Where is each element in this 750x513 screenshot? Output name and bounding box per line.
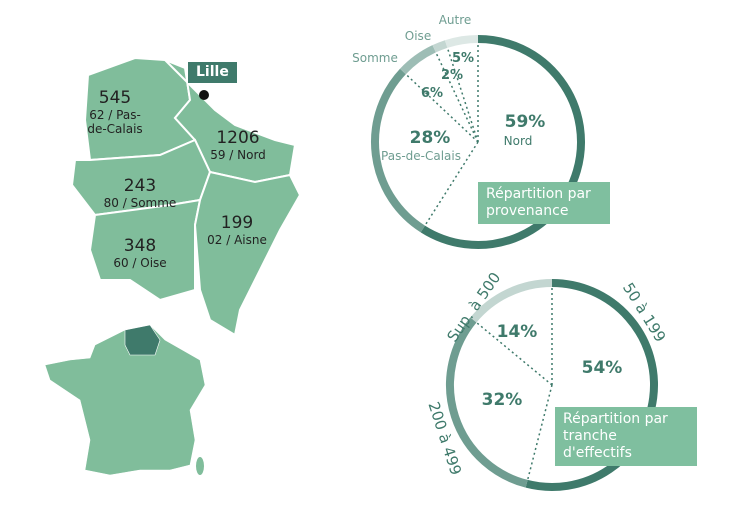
pie-arc bbox=[444, 35, 479, 48]
value-label: 6% bbox=[421, 86, 443, 101]
region-value: 243 bbox=[123, 176, 157, 196]
pie-arc bbox=[446, 317, 528, 488]
highlight-region bbox=[124, 324, 161, 356]
pie-title: Répartition par provenance bbox=[478, 182, 610, 224]
separator bbox=[435, 52, 479, 143]
region-value: 199 bbox=[220, 213, 254, 233]
region-code: 59 / Nord bbox=[210, 148, 266, 162]
region-code: 80 / Somme bbox=[103, 196, 177, 210]
pie-arc bbox=[420, 35, 585, 249]
pie-title: Répartition par tranche d'effectifs bbox=[555, 407, 697, 466]
value-label: 5% bbox=[452, 51, 474, 66]
region-value: 545 bbox=[98, 88, 132, 108]
pie-arc bbox=[371, 68, 425, 233]
region-label: 243 80 / Somme bbox=[95, 176, 185, 210]
category-label: Nord bbox=[504, 134, 533, 148]
value-label: 28% bbox=[410, 128, 451, 148]
separator bbox=[526, 384, 553, 481]
region bbox=[88, 198, 202, 302]
value-label: 14% bbox=[497, 322, 538, 342]
value-label: 54% bbox=[582, 358, 623, 378]
region-code: 60 / Oise bbox=[113, 256, 167, 270]
region-label: 348 60 / Oise bbox=[95, 236, 185, 270]
region-value: 1206 bbox=[216, 128, 260, 148]
france bbox=[44, 324, 206, 476]
pie-arc bbox=[470, 279, 553, 323]
separator bbox=[405, 73, 479, 143]
category-label: 200 à 499 bbox=[424, 400, 465, 478]
separator bbox=[424, 141, 479, 226]
city-label: Lille bbox=[188, 62, 237, 83]
corsica bbox=[196, 457, 204, 475]
value-label: 59% bbox=[505, 112, 546, 132]
separator bbox=[476, 321, 553, 386]
region-value: 348 bbox=[123, 236, 157, 256]
city-dot bbox=[199, 90, 209, 100]
pie-arc bbox=[400, 45, 436, 75]
region-code: 62 / Pas-de-Calais bbox=[87, 108, 143, 136]
pie-arc bbox=[525, 279, 658, 491]
value-label: 32% bbox=[482, 390, 523, 410]
region-map bbox=[70, 56, 302, 337]
category-label: Somme bbox=[352, 51, 398, 65]
category-label: Oise bbox=[405, 29, 431, 43]
category-label: Autre bbox=[439, 13, 472, 27]
region-label: 1206 59 / Nord bbox=[193, 128, 283, 162]
category-label: Sup. à 500 bbox=[443, 269, 504, 345]
region-label: 199 02 / Aisne bbox=[192, 213, 282, 247]
separator bbox=[446, 47, 479, 143]
region-label: 545 62 / Pas-de-Calais bbox=[80, 88, 150, 136]
category-label: Pas-de-Calais bbox=[381, 149, 461, 163]
region bbox=[193, 170, 302, 337]
value-label: 2% bbox=[441, 68, 463, 83]
region-code: 02 / Aisne bbox=[207, 233, 267, 247]
pie-arc bbox=[432, 40, 448, 53]
france-map bbox=[44, 324, 206, 476]
